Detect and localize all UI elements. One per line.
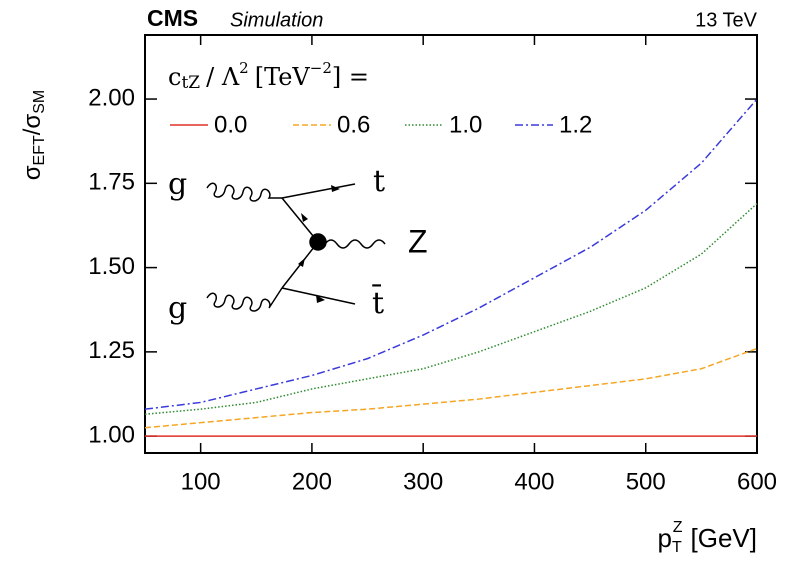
legend-title-part: −2 — [310, 59, 332, 77]
y-tick-label: 1.00 — [88, 421, 135, 448]
legend-title-part: 2 — [239, 59, 249, 77]
diagram-label: g — [168, 291, 187, 326]
legend-title: ctZ / Λ2 [TeV−2] = — [168, 59, 369, 93]
plot-frame — [144, 34, 758, 454]
y-label-part: EFT — [31, 135, 48, 165]
diagram-label: t — [373, 164, 385, 199]
experiment: CMS — [147, 5, 198, 31]
y-tick-label: 2.00 — [88, 84, 135, 111]
legend-title-part: ] = — [332, 63, 369, 91]
legend-label: 0.6 — [337, 111, 370, 138]
legend-title-part: / Λ — [206, 63, 240, 91]
propagator — [281, 197, 319, 243]
legend-label: 0.0 — [214, 111, 247, 138]
energy: 13 TeV — [695, 9, 758, 31]
vertex — [309, 233, 327, 251]
legend-title-part: [TeV — [255, 63, 311, 91]
gluon — [206, 182, 282, 202]
diagram-label: Z — [408, 223, 428, 259]
x-tick-label: 300 — [403, 468, 443, 495]
y-tick-label: 1.25 — [88, 337, 135, 364]
line-series — [144, 347, 758, 429]
legend-title-part: tZ — [181, 73, 200, 93]
x-label-part: [GeV] — [691, 523, 757, 553]
x-tick-label: 600 — [737, 468, 777, 495]
x-tick-label: 100 — [181, 468, 221, 495]
y-tick-label: 1.75 — [88, 169, 135, 196]
x-tick-label: 200 — [292, 468, 332, 495]
diagram-label: g — [168, 167, 187, 202]
y-axis-label: σEFT/σSM — [19, 90, 48, 181]
legend-label: 1.2 — [559, 111, 592, 138]
y-label-part: σ — [19, 165, 46, 180]
x-tick-label: 500 — [626, 468, 666, 495]
x-label-part: p — [657, 523, 671, 553]
top-line — [281, 183, 356, 199]
y-label-part: / — [19, 128, 46, 135]
y-label-part: σ — [19, 114, 46, 129]
x-label-part: T — [672, 539, 682, 556]
feynman-diagram — [206, 182, 386, 312]
z-boson — [324, 239, 386, 249]
y-label-part: SM — [31, 90, 48, 114]
status: Simulation — [230, 9, 323, 31]
diagram-label: t̄ — [372, 283, 384, 321]
legend-label: 1.0 — [449, 111, 482, 138]
x-label-part: Z — [673, 519, 683, 536]
gluon — [206, 287, 283, 312]
line-series — [144, 202, 758, 415]
antitop-line — [281, 287, 356, 305]
line-series — [144, 98, 758, 410]
legend-title-part: c — [168, 63, 181, 91]
y-tick-label: 1.50 — [88, 253, 135, 280]
x-axis-label: pTZ [GeV] — [657, 519, 757, 556]
x-tick-label: 400 — [514, 468, 554, 495]
